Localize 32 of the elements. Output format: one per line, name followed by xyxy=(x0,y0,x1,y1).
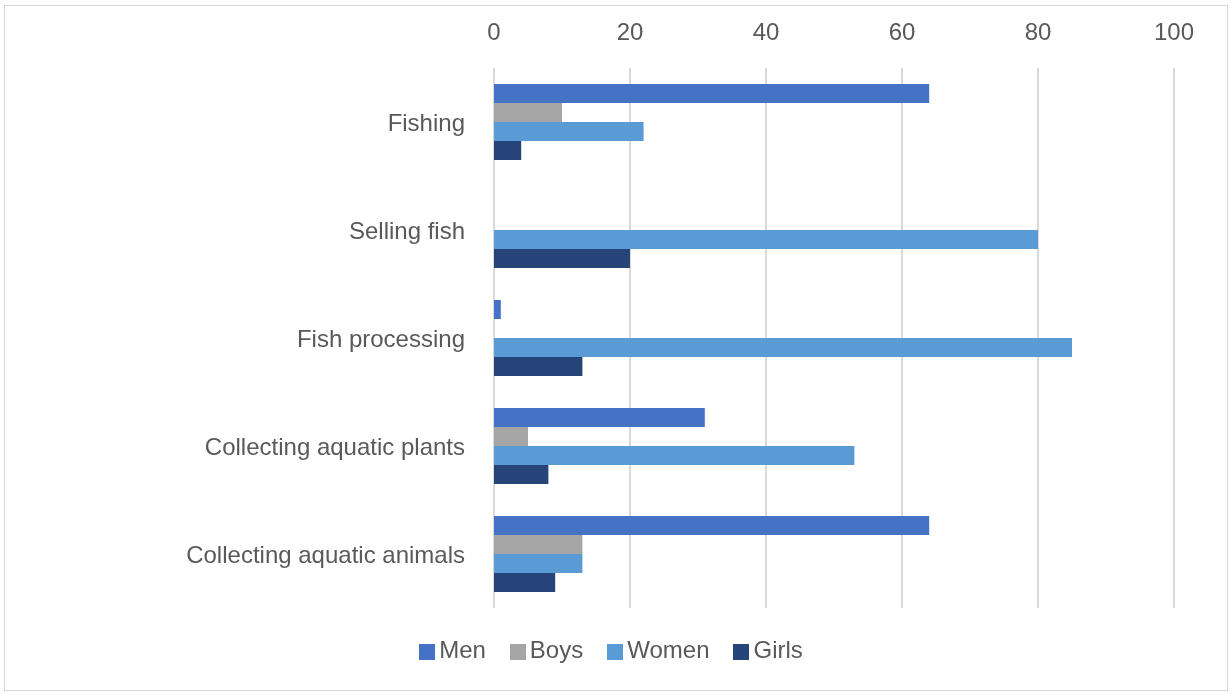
bar xyxy=(494,465,549,484)
bar xyxy=(494,427,528,446)
y-tick-label: Collecting aquatic plants xyxy=(204,432,465,460)
x-tick-label: 0 xyxy=(487,18,501,45)
bar xyxy=(494,408,705,427)
y-tick-label: Selling fish xyxy=(348,216,465,244)
bar xyxy=(494,573,556,592)
bar xyxy=(494,103,562,122)
bar xyxy=(494,249,630,268)
legend-label: Boys xyxy=(529,636,584,663)
y-tick-label: Fishing xyxy=(387,108,465,136)
bar xyxy=(494,141,522,160)
legend-label: Women xyxy=(627,636,710,663)
bar xyxy=(494,122,644,141)
bar xyxy=(494,338,1072,357)
x-tick-label: 80 xyxy=(1024,18,1052,45)
bar xyxy=(494,535,583,554)
bar xyxy=(494,357,583,376)
bar xyxy=(494,446,855,465)
bar xyxy=(494,554,583,573)
bar xyxy=(494,516,930,535)
x-tick-label: 60 xyxy=(888,18,916,45)
bar xyxy=(494,230,1038,249)
y-tick-label: Collecting aquatic animals xyxy=(186,540,465,568)
x-tick-label: 100 xyxy=(1153,18,1195,45)
x-tick-label: 20 xyxy=(616,18,644,45)
y-tick-label: Fish processing xyxy=(296,324,465,352)
legend-label: Men xyxy=(439,636,486,663)
legend-label: Girls xyxy=(753,636,803,663)
bar xyxy=(494,84,930,103)
x-tick-label: 40 xyxy=(752,18,780,45)
bar xyxy=(494,300,501,319)
